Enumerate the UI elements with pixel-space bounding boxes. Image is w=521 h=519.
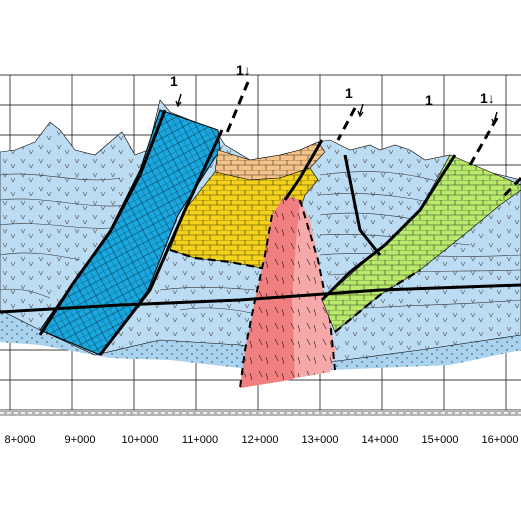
station-axis: 8+000 9+000 10+000 11+000 12+000 13+000 14+000… xyxy=(5,434,519,446)
station-label: 10+000 xyxy=(121,434,158,446)
station-label: 14+000 xyxy=(361,434,398,446)
station-label: 8+000 xyxy=(5,434,36,446)
station-label: 16+000 xyxy=(481,434,518,446)
lower-dotted-layer xyxy=(0,310,521,370)
station-label: 11+000 xyxy=(182,434,218,446)
fault-tag: 1↓ xyxy=(236,62,251,78)
station-label: 9+000 xyxy=(65,434,96,446)
fault-tag: 1 xyxy=(170,73,178,89)
scale-bar xyxy=(0,410,521,416)
fault-tag: 1↓ xyxy=(480,90,495,106)
fault-extensions xyxy=(224,81,521,202)
red-intrusion-unit xyxy=(239,195,336,389)
station-label: 13+000 xyxy=(301,434,338,446)
station-label: 15+000 xyxy=(421,434,458,446)
fault-tag: 1 xyxy=(425,92,433,108)
yellow-brick-unit xyxy=(169,167,319,272)
fault-tag: 1 xyxy=(345,85,353,101)
fault-tags: 1 1↓ 1 1 1↓ xyxy=(170,62,498,126)
fault-lines xyxy=(0,109,521,356)
station-label: 12+000 xyxy=(241,434,278,446)
